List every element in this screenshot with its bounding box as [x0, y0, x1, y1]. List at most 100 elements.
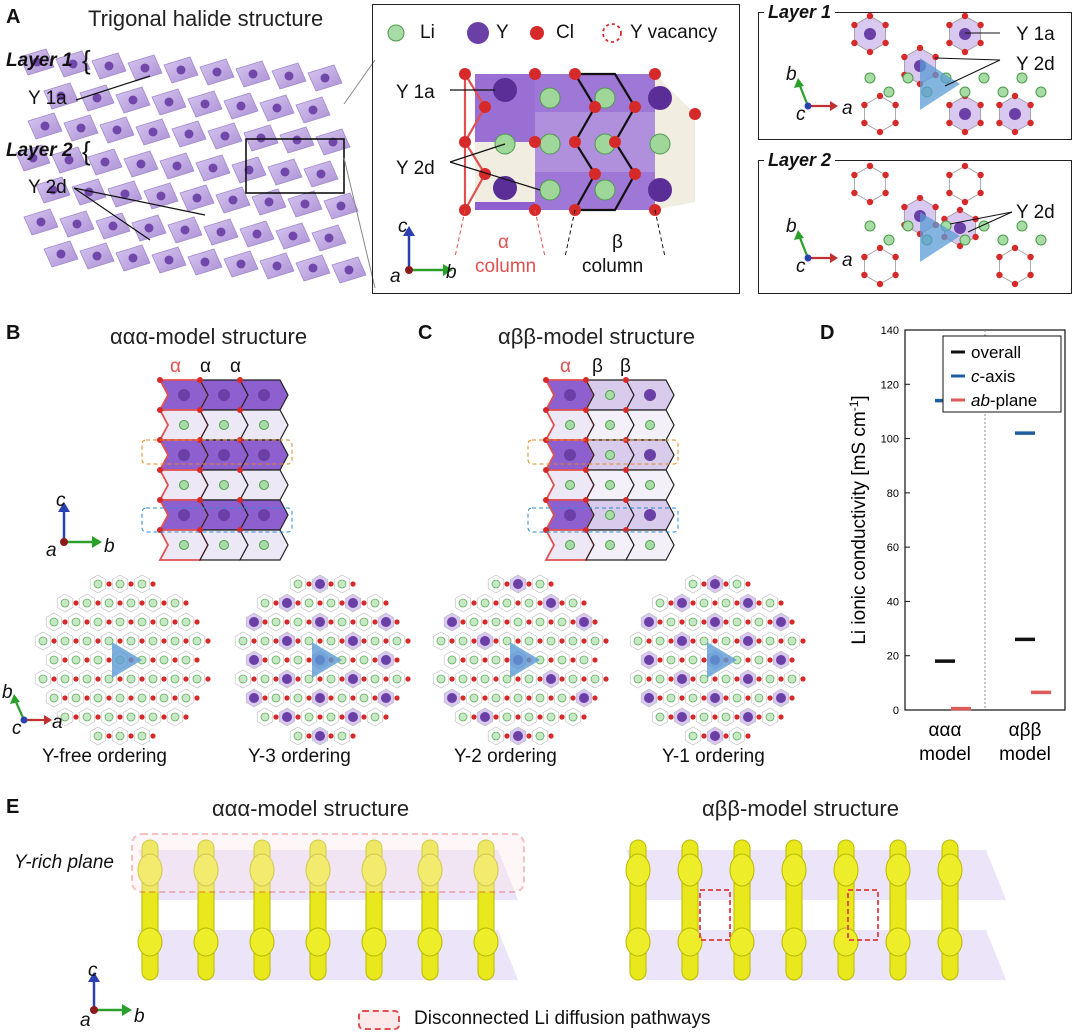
cl-atom — [996, 253, 1003, 261]
cl-atom — [117, 714, 123, 720]
cl-atom — [570, 695, 576, 701]
hex-cell — [717, 593, 735, 613]
cl-atom — [646, 676, 652, 682]
cl-atom — [603, 638, 609, 644]
li-pathway-bulge — [417, 927, 443, 957]
hex-cell — [564, 707, 582, 727]
hex-cell — [717, 707, 735, 727]
y-atom — [315, 693, 325, 703]
hex-cell — [542, 631, 560, 651]
hex-cell — [586, 631, 604, 651]
li-atom — [181, 655, 191, 665]
cl-atom — [128, 581, 134, 587]
cl-atom — [1027, 119, 1034, 127]
li-atom — [260, 636, 270, 646]
li-atom — [359, 617, 369, 627]
cl-atom — [51, 638, 57, 644]
y-atom — [68, 59, 78, 69]
li-atom — [259, 480, 269, 490]
li-atom — [513, 693, 523, 703]
li-atom — [546, 712, 556, 722]
cl-atom — [876, 128, 884, 136]
cl-atom — [117, 676, 123, 682]
legend-li: Li — [420, 22, 435, 43]
hex-cell — [454, 593, 472, 613]
cl-atom — [932, 53, 939, 61]
cl-atom — [394, 695, 400, 701]
hex-cell — [188, 631, 206, 651]
cl-atom — [581, 676, 587, 682]
hex-cell — [133, 726, 151, 746]
li-pathway-bulge — [781, 853, 807, 887]
hex-cell — [662, 612, 680, 632]
li-pathway-bulge — [937, 927, 963, 957]
hex-cell — [78, 631, 96, 651]
y-atom — [104, 61, 114, 71]
li-atom — [359, 693, 369, 703]
cl-atom — [328, 619, 334, 625]
hex-cell — [728, 726, 746, 746]
li-atom — [93, 693, 103, 703]
cl-atom — [251, 638, 257, 644]
inset1-y2d-label: Y 2d — [1016, 54, 1055, 75]
hex-cell — [155, 688, 173, 708]
li-atom — [699, 598, 709, 608]
cl-atom — [543, 497, 549, 503]
hex-cell — [651, 593, 669, 613]
cl-atom — [543, 407, 549, 413]
li-atom — [104, 674, 114, 684]
y-atom — [200, 99, 210, 109]
cl-atom — [383, 600, 389, 606]
li-pathway-bulge — [677, 853, 703, 887]
cl-atom — [548, 657, 554, 663]
li-atom — [568, 636, 578, 646]
cl-atom — [515, 638, 521, 644]
y-atom — [447, 693, 457, 703]
li-atom — [765, 674, 775, 684]
li-atom — [959, 86, 971, 98]
hex-cell — [234, 669, 252, 689]
y-atom — [280, 167, 290, 177]
y-atom — [381, 617, 391, 627]
cl-atom — [237, 467, 243, 473]
cl-atom — [734, 714, 740, 720]
y-atom — [282, 712, 292, 722]
cl-atom — [972, 233, 979, 241]
cl-atom — [701, 619, 707, 625]
li-pathway-bulge — [193, 853, 219, 887]
cl-atom — [493, 676, 499, 682]
cl-atom — [284, 619, 290, 625]
y-atom — [320, 73, 330, 83]
li-atom — [104, 636, 114, 646]
li-atom — [126, 598, 136, 608]
li-atom — [71, 617, 81, 627]
y-atom — [644, 389, 656, 401]
cl-atom — [504, 657, 510, 663]
cl-atom — [756, 676, 762, 682]
hex-cell — [355, 650, 373, 670]
cl-atom — [139, 638, 145, 644]
y-atom — [564, 449, 576, 461]
li-atom — [159, 655, 169, 665]
hex-cell — [177, 650, 195, 670]
y-atom — [546, 674, 556, 684]
cl-atom — [851, 39, 858, 47]
inset-layer1-title: Layer 1 — [764, 2, 836, 23]
cl-atom — [916, 44, 924, 52]
hex-cell — [166, 593, 184, 613]
cl-atom — [712, 676, 718, 682]
cl-atom — [161, 714, 167, 720]
y-atom — [32, 57, 42, 67]
li-atom — [480, 598, 490, 608]
cl-atom — [977, 21, 984, 29]
li-atom — [271, 617, 281, 627]
conductivity-chart: 0 20 40 60 80 100 120 140 Li ionic conductivity … — [847, 325, 1066, 765]
li-atom — [765, 712, 775, 722]
li-atom — [326, 674, 336, 684]
li-atom — [304, 674, 314, 684]
li-atom — [326, 598, 336, 608]
cl-atom — [172, 657, 178, 663]
li-atom — [557, 655, 567, 665]
hex-cell — [56, 593, 74, 613]
hex-cell — [717, 631, 735, 651]
